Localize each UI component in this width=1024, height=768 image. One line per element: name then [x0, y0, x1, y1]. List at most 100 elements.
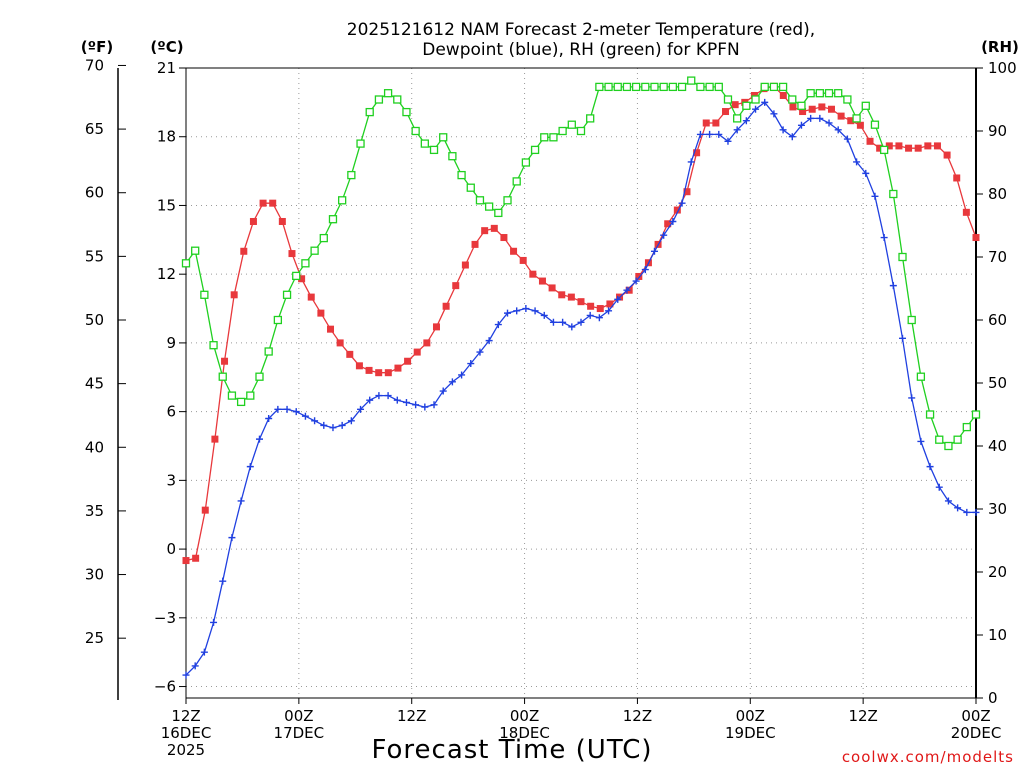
- temperature-point: [192, 554, 200, 562]
- time-tick-label: 00Z: [284, 707, 313, 725]
- rh-point: [815, 89, 824, 98]
- temperature-point: [558, 291, 566, 299]
- rh-tick-label: 100: [988, 59, 1017, 77]
- rh-point: [834, 89, 843, 98]
- time-tick-label: 12Z: [623, 707, 652, 725]
- rh-point: [953, 435, 962, 444]
- dewpoint-point: [834, 126, 842, 134]
- rh-point: [301, 259, 310, 268]
- rh-point: [677, 82, 687, 92]
- temperature-point: [211, 435, 219, 443]
- celsius-tick-label: 18: [157, 128, 176, 146]
- rh-point: [843, 95, 852, 104]
- temperature-point: [789, 103, 797, 111]
- rh-point: [705, 82, 714, 92]
- rh-point: [788, 95, 797, 104]
- fahrenheit-tick-label: 65: [85, 120, 104, 138]
- temperature-point: [500, 234, 508, 242]
- temperature-point: [722, 108, 730, 116]
- x-axis-title: Forecast Time (UTC): [371, 735, 652, 765]
- temperature-point: [712, 119, 720, 127]
- rh-point: [494, 208, 503, 218]
- fahrenheit-tick-label: 30: [85, 566, 104, 584]
- celsius-tick-label: 3: [166, 471, 176, 489]
- dewpoint-point: [788, 133, 796, 141]
- celsius-tick-label: 0: [166, 540, 176, 558]
- temperature-point: [895, 142, 903, 150]
- celsius-tick-label: 9: [166, 334, 176, 352]
- time-tick-label: 20DEC: [951, 724, 1002, 742]
- rh-point: [769, 82, 779, 92]
- rh-point: [338, 196, 347, 205]
- temperature-point: [375, 369, 383, 377]
- dewpoint-point: [274, 405, 282, 413]
- rh-point: [567, 120, 576, 129]
- temperature-point: [442, 302, 450, 310]
- dewpoint-point: [880, 234, 888, 242]
- chart-title-line1: 2025121612 NAM Forecast 2-meter Temperat…: [347, 20, 815, 40]
- chart-title-line2: Dewpoint (blue), RH (green) for KPFN: [422, 40, 739, 60]
- rh-tick-label: 20: [988, 563, 1007, 581]
- temperature-point: [876, 144, 884, 152]
- dewpoint-point: [972, 508, 980, 516]
- dewpoint-point: [549, 318, 557, 326]
- rh-point: [264, 347, 273, 356]
- dewpoint-point: [513, 307, 521, 315]
- rh-point: [255, 372, 264, 381]
- temperature-point: [432, 323, 440, 331]
- dewpoint-point: [283, 405, 291, 413]
- rh-point: [576, 126, 586, 136]
- dewpoint-point: [669, 217, 677, 225]
- dewpoint-point: [678, 199, 686, 207]
- rh-point: [347, 170, 356, 180]
- rh-point: [806, 89, 815, 98]
- dewpoint-point: [439, 387, 447, 395]
- dewpoint-point: [871, 192, 879, 200]
- temperature-point: [269, 199, 277, 207]
- dewpoint-point: [807, 114, 815, 122]
- rh-point: [898, 252, 907, 262]
- temperature-point: [307, 293, 315, 301]
- rh-point: [181, 259, 191, 268]
- temperature-point: [394, 364, 402, 372]
- dewpoint-point: [448, 378, 456, 386]
- time-tick-label: 00Z: [510, 707, 539, 725]
- temperature-point: [731, 101, 739, 109]
- dewpoint-point: [816, 114, 824, 122]
- rh-point: [475, 196, 485, 205]
- temperature-point: [481, 227, 489, 235]
- dewpoint-point: [522, 305, 530, 313]
- temperature-point: [384, 369, 392, 377]
- dewpoint-point: [797, 121, 805, 129]
- temperature-point: [577, 298, 585, 306]
- dewpoint-point: [908, 394, 916, 402]
- dewpoint-point: [531, 307, 539, 315]
- temperature-point: [249, 217, 257, 225]
- rh-point: [631, 82, 641, 92]
- rh-point: [889, 189, 898, 199]
- temperature-point: [471, 240, 479, 248]
- temperature-point: [461, 261, 469, 269]
- rh-point: [191, 246, 200, 255]
- celsius-tick-label: 15: [157, 196, 176, 214]
- dewpoint-point: [292, 408, 300, 416]
- rh-point: [246, 391, 255, 400]
- dewpoint-point: [182, 671, 190, 679]
- temperature-point: [837, 112, 845, 120]
- time-tick-label: 16DEC: [161, 724, 212, 742]
- dewpoint-point: [761, 98, 769, 106]
- rh-point: [383, 89, 393, 98]
- temperature-point: [702, 119, 710, 127]
- fahrenheit-tick-label: 60: [85, 184, 104, 202]
- series-rh: [181, 76, 981, 451]
- dewpoint-point: [586, 311, 594, 319]
- celsius-unit-label: (ºC): [150, 38, 183, 56]
- fahrenheit-tick-label: 55: [85, 247, 104, 265]
- rh-point: [742, 101, 751, 110]
- temperature-point: [529, 270, 537, 278]
- rh-point: [448, 152, 457, 161]
- dewpoint-point: [329, 424, 337, 432]
- rh-point: [530, 145, 540, 155]
- temperature-point: [278, 217, 286, 225]
- rh-tick-label: 50: [988, 374, 1007, 392]
